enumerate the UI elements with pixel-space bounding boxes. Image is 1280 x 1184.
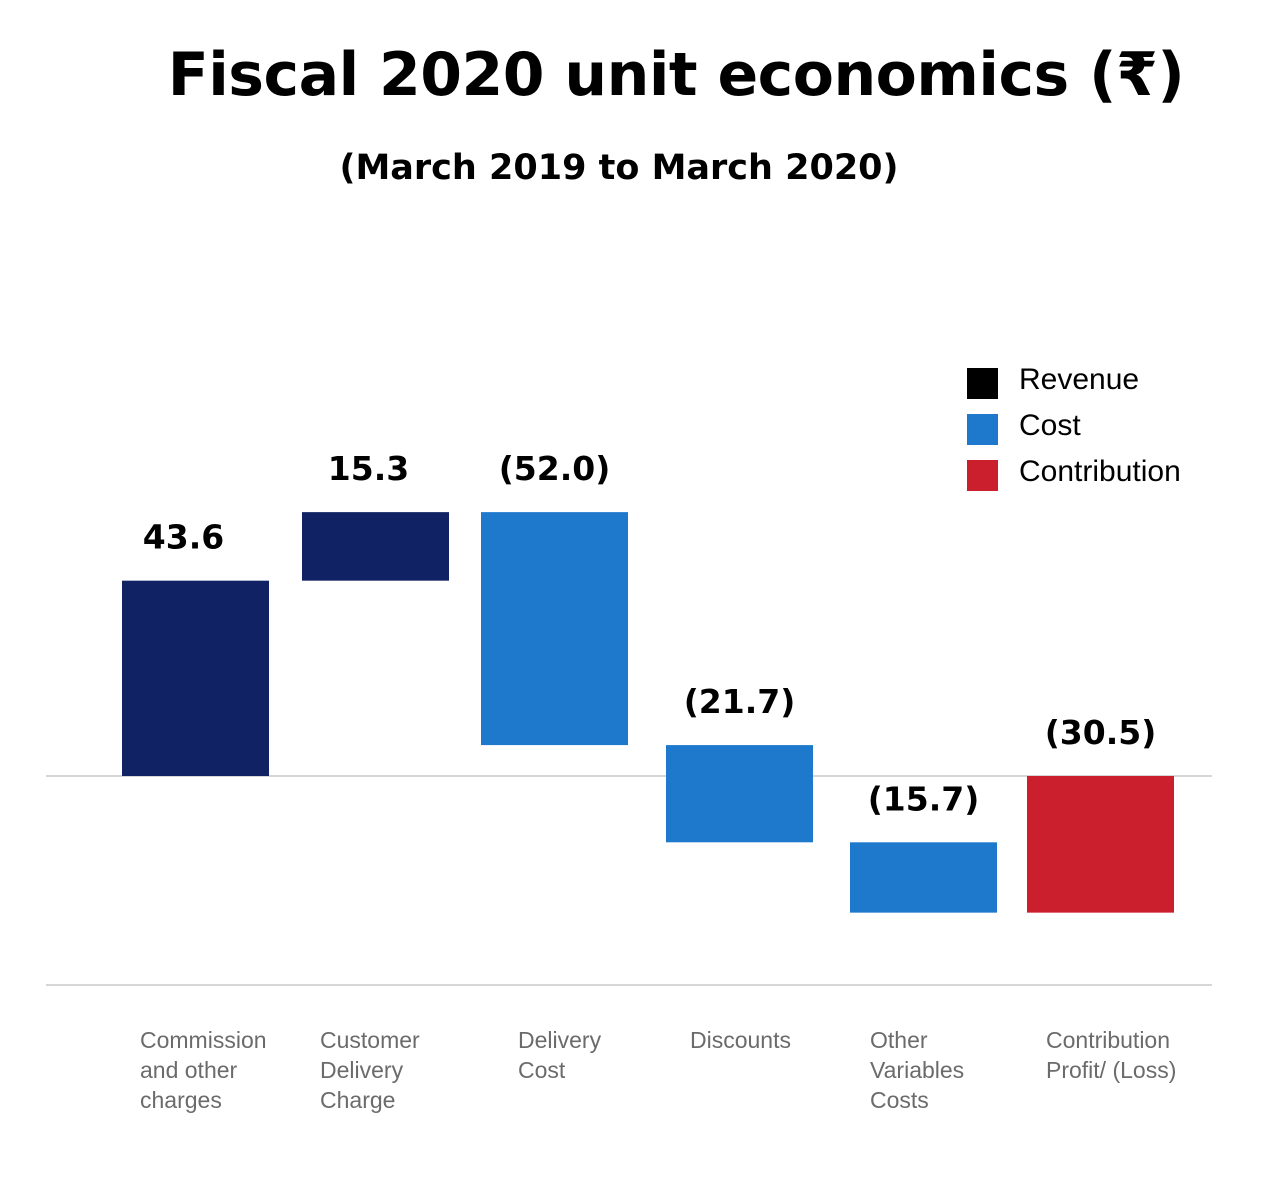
category-label-6: Contribution Profit/ (Loss) — [1046, 1027, 1176, 1083]
data-label-1: 43.6 — [143, 518, 224, 557]
data-label-3: (52.0) — [499, 449, 611, 488]
category-label-2: Customer Delivery Charge — [320, 1027, 420, 1113]
data-label-2: 15.3 — [328, 449, 409, 488]
category-label-5: Other Variables Costs — [870, 1027, 964, 1113]
legend-label-revenue: Revenue — [1019, 363, 1140, 396]
data-label-4: (21.7) — [684, 682, 796, 721]
bar-4 — [666, 745, 813, 843]
category-label-1: Commission and other charges — [140, 1027, 267, 1113]
legend-swatch-revenue — [967, 368, 998, 399]
data-label-6: (30.5) — [1045, 713, 1157, 752]
category-label-4: Discounts — [690, 1027, 791, 1053]
data-label-5: (15.7) — [868, 779, 980, 818]
bar-2 — [302, 512, 449, 581]
category-label-3: Delivery Cost — [518, 1027, 602, 1083]
bar-1 — [122, 580, 269, 776]
bar-6 — [1027, 776, 1174, 913]
legend-swatch-cost — [967, 414, 998, 445]
legend-label-cost: Cost — [1019, 409, 1081, 442]
bar-3 — [481, 512, 628, 746]
bar-5 — [850, 842, 997, 913]
chart-title: Fiscal 2020 unit economics (₹) — [167, 40, 1185, 110]
legend-swatch-contribution — [967, 460, 998, 491]
chart-subtitle: (March 2019 to March 2020) — [339, 148, 899, 188]
legend-label-contribution: Contribution — [1019, 455, 1181, 488]
